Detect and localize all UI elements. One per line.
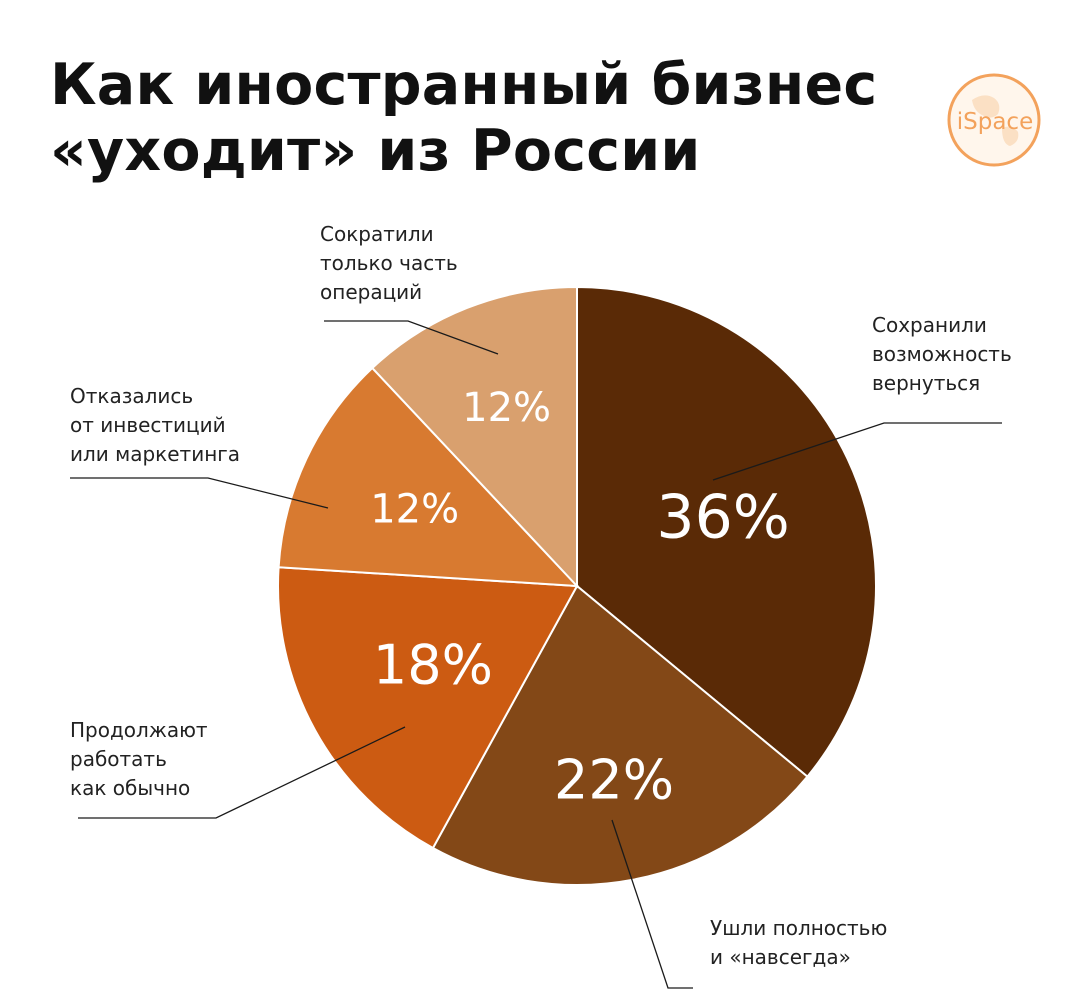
slice-label-0-line-2: возможность xyxy=(872,342,1012,366)
slice-label-3-line-1: Отказались xyxy=(70,384,194,408)
slice-label-4-line-3: операций xyxy=(320,280,423,304)
pie-slice-3 xyxy=(277,366,580,588)
title-line-2: «уходит» из России xyxy=(50,118,701,184)
page-title: Как иностранный бизнес «уходит» из Росси… xyxy=(50,52,877,184)
slice-label-4: Сократили только часть операций xyxy=(320,220,458,307)
slice-label-0-line-1: Сохранили xyxy=(872,313,987,337)
slice-label-1: Ушли полностью и «навсегда» xyxy=(710,914,887,972)
leader-line-4 xyxy=(324,320,499,355)
slice-label-2-line-1: Продолжают xyxy=(70,718,208,742)
slice-label-2: Продолжают работать как обычно xyxy=(70,716,208,803)
leader-line-0 xyxy=(712,422,1002,481)
pie-slice-1 xyxy=(431,584,809,886)
slice-label-3: Отказались от инвестиций или маркетинга xyxy=(70,382,240,469)
logo-text: iSpace xyxy=(957,109,1033,135)
slice-label-4-line-1: Сократили xyxy=(320,222,434,246)
slice-label-1-line-1: Ушли полностью xyxy=(710,916,888,940)
slice-label-3-line-3: или маркетинга xyxy=(70,442,241,466)
slice-value-3: 12% xyxy=(370,487,459,533)
slice-label-4-line-2: только часть xyxy=(320,251,458,275)
title-line-1: Как иностранный бизнес xyxy=(50,52,878,118)
pie-slice-0 xyxy=(576,285,877,778)
slice-label-2-line-3: как обычно xyxy=(70,776,191,800)
ispace-logo: iSpace xyxy=(947,73,1041,167)
pie-slice-2 xyxy=(277,566,579,850)
slice-label-0: Сохранили возможность вернуться xyxy=(872,311,1012,398)
leader-line-3 xyxy=(70,477,329,509)
slice-value-1: 22% xyxy=(554,748,674,811)
slice-label-2-line-2: работать xyxy=(70,747,167,771)
slice-value-0: 36% xyxy=(656,482,789,552)
pie-slice-4 xyxy=(370,285,578,589)
slice-value-2: 18% xyxy=(373,634,493,697)
leader-line-2 xyxy=(78,726,406,819)
slice-label-1-line-2: и «навсегда» xyxy=(710,945,851,969)
leader-line-1 xyxy=(611,819,693,989)
slice-value-4: 12% xyxy=(462,385,551,431)
slice-label-0-line-3: вернуться xyxy=(872,371,981,395)
slice-label-3-line-2: от инвестиций xyxy=(70,413,226,437)
